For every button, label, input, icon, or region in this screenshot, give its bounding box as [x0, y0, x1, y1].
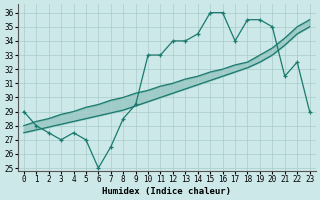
X-axis label: Humidex (Indice chaleur): Humidex (Indice chaleur)	[102, 187, 231, 196]
